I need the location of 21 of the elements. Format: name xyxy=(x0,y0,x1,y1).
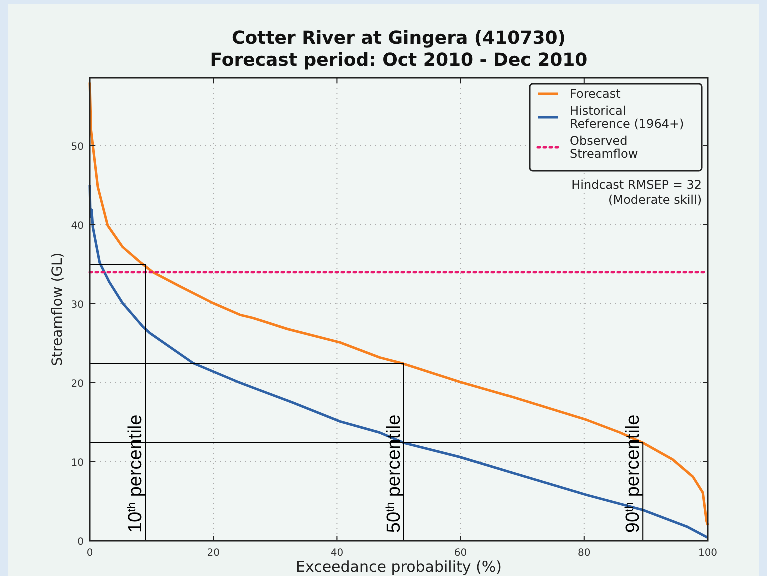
x-axis-title: Exceedance probability (%) xyxy=(296,558,502,576)
annotation: (Moderate skill) xyxy=(608,193,702,207)
legend-label: Observed Streamflow xyxy=(570,134,638,161)
y-tick-label: 10 xyxy=(71,458,84,469)
annotation: Hindcast RMSEP = 32 xyxy=(572,178,702,192)
chart-title: Cotter River at Gingera (410730) xyxy=(232,28,566,49)
y-axis-title: Streamflow (GL) xyxy=(50,252,66,366)
x-tick-label: 40 xyxy=(330,548,344,559)
y-tick-label: 20 xyxy=(71,378,84,390)
x-tick-label: 20 xyxy=(207,548,220,559)
y-tick-label: 30 xyxy=(71,300,84,311)
y-tick-label: 50 xyxy=(71,142,84,153)
legend-label: Forecast xyxy=(570,87,622,101)
legend-label: Historical Reference (1964+) xyxy=(570,104,684,131)
x-tick-label: 80 xyxy=(578,548,591,559)
x-tick-label: 0 xyxy=(86,548,94,559)
y-tick-label: 40 xyxy=(71,220,84,232)
x-tick-label: 60 xyxy=(454,548,468,559)
x-tick-label: 100 xyxy=(698,548,718,559)
y-tick-label: 0 xyxy=(78,537,84,548)
chart-subtitle: Forecast period: Oct 2010 - Dec 2010 xyxy=(210,50,588,71)
